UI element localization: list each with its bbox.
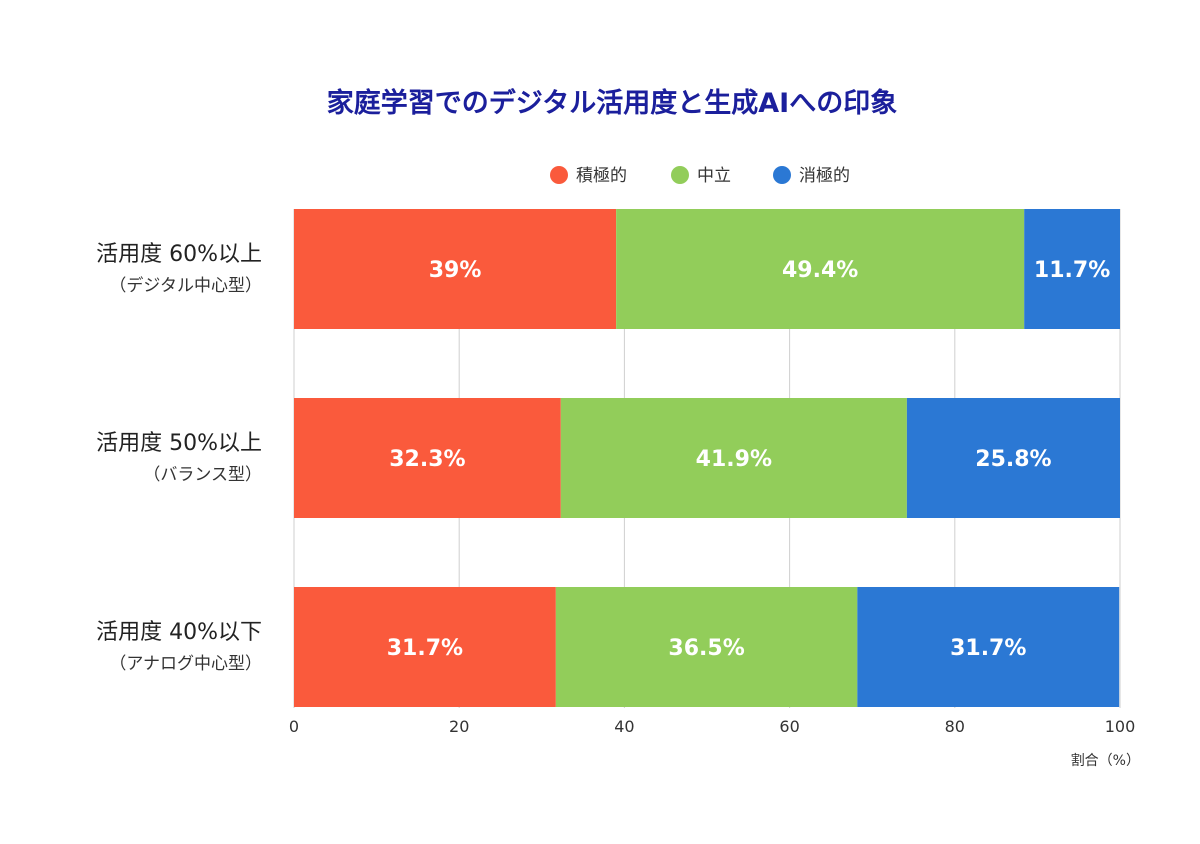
category-label: 活用度 50%以上 (96, 431, 262, 456)
x-axis-title: 割合（%） (1071, 752, 1140, 769)
bar-中立-1 (616, 209, 1025, 329)
x-tick-label: 80 (945, 717, 965, 736)
bar-value-label: 31.7% (950, 636, 1026, 661)
bar-中立-2 (560, 398, 907, 518)
bar-value-label: 49.4% (782, 258, 858, 283)
bar-value-label: 39% (429, 258, 482, 283)
bar-中立-3 (555, 587, 858, 707)
category-label: 活用度 40%以下 (96, 620, 262, 645)
bar-value-label: 36.5% (668, 636, 744, 661)
x-axis-ticks: 0 20 40 60 80 100 (289, 717, 1135, 736)
legend-swatch-消極的 (773, 166, 791, 184)
bar-消極的-3 (857, 587, 1120, 707)
category-sublabel: （バランス型） (143, 465, 262, 485)
category-labels: 活用度 60%以上 （デジタル中心型） 活用度 50%以上 （バランス型） 活用度 40… (96, 242, 262, 674)
legend-swatch-積極的 (550, 166, 568, 184)
bar-value-label: 11.7% (1034, 258, 1110, 283)
bar-value-label: 31.7% (387, 636, 463, 661)
legend: 積極的 中立 消極的 (550, 166, 850, 186)
bar-積極的-3 (294, 587, 556, 707)
legend-label: 中立 (697, 166, 731, 186)
bars: 39% 49.4% 11.7% 32.3% 41.9% 25.8% 31.7% 36.5% 31… (294, 209, 1120, 707)
bar-消極的-1 (1024, 209, 1120, 329)
category-sublabel: （デジタル中心型） (109, 275, 262, 296)
bar-value-label: 32.3% (389, 447, 465, 472)
category-label: 活用度 60%以上 (96, 242, 262, 267)
category-sublabel: （アナログ中心型） (109, 654, 262, 674)
x-tick-label: 0 (289, 717, 299, 736)
x-tick-label: 40 (614, 717, 634, 736)
legend-label: 消極的 (799, 166, 850, 186)
legend-label: 積極的 (576, 166, 627, 186)
bar-value-label: 25.8% (975, 447, 1051, 472)
bar-積極的-2 (294, 398, 561, 518)
x-tick-label: 60 (779, 717, 799, 736)
chart-title: 家庭学習でのデジタル活用度と生成AIへの印象 (327, 87, 897, 119)
legend-swatch-中立 (671, 166, 689, 184)
bar-消極的-2 (906, 398, 1120, 518)
x-tick-label: 20 (449, 717, 469, 736)
bar-積極的-1 (294, 209, 617, 329)
x-tick-label: 100 (1105, 717, 1136, 736)
bar-value-label: 41.9% (696, 447, 772, 472)
